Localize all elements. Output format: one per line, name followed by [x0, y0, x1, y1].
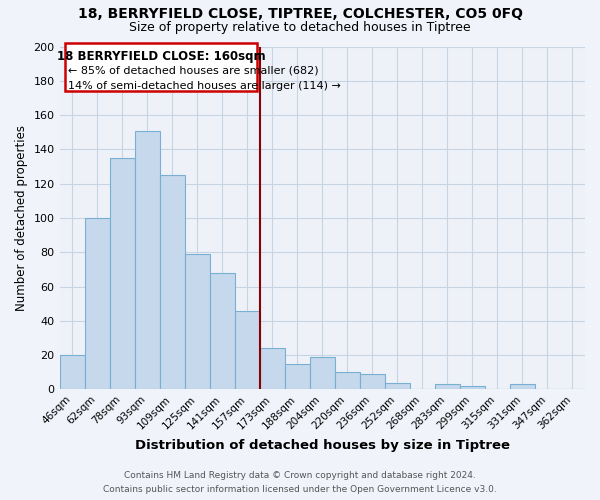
Bar: [435, 384, 460, 390]
Bar: [360, 374, 385, 390]
Bar: [185, 254, 209, 390]
Text: ← 85% of detached houses are smaller (682): ← 85% of detached houses are smaller (68…: [68, 66, 319, 76]
Bar: [285, 364, 310, 390]
Text: Contains HM Land Registry data © Crown copyright and database right 2024.
Contai: Contains HM Land Registry data © Crown c…: [103, 472, 497, 494]
Bar: [209, 273, 235, 390]
Bar: [85, 218, 110, 390]
Bar: [134, 130, 160, 390]
Bar: [260, 348, 285, 390]
Bar: [335, 372, 360, 390]
Bar: [235, 310, 260, 390]
Bar: [59, 355, 85, 390]
Text: 14% of semi-detached houses are larger (114) →: 14% of semi-detached houses are larger (…: [68, 81, 341, 91]
Bar: [385, 382, 410, 390]
Bar: [460, 386, 485, 390]
Bar: [110, 158, 134, 390]
Bar: [510, 384, 535, 390]
Bar: [160, 175, 185, 390]
Text: 18, BERRYFIELD CLOSE, TIPTREE, COLCHESTER, CO5 0FQ: 18, BERRYFIELD CLOSE, TIPTREE, COLCHESTE…: [77, 8, 523, 22]
Bar: [310, 357, 335, 390]
Text: 18 BERRYFIELD CLOSE: 160sqm: 18 BERRYFIELD CLOSE: 160sqm: [56, 50, 265, 63]
Y-axis label: Number of detached properties: Number of detached properties: [15, 125, 28, 311]
FancyBboxPatch shape: [65, 43, 257, 91]
X-axis label: Distribution of detached houses by size in Tiptree: Distribution of detached houses by size …: [135, 440, 510, 452]
Text: Size of property relative to detached houses in Tiptree: Size of property relative to detached ho…: [129, 21, 471, 34]
